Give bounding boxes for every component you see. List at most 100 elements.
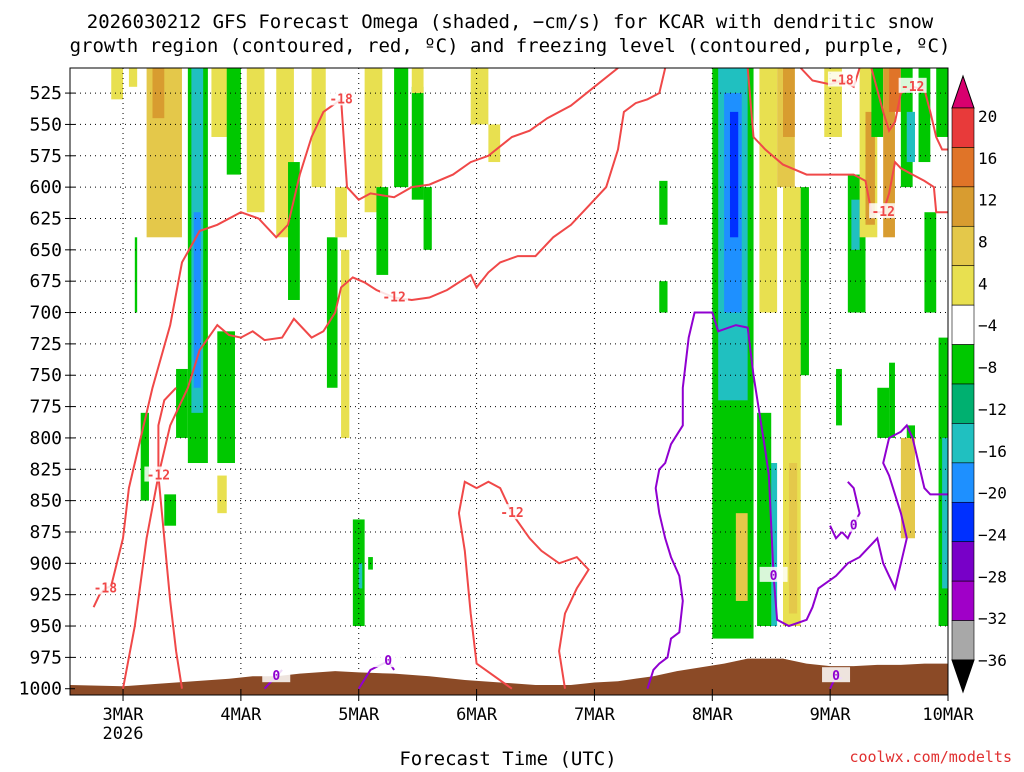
omega-patch [176, 368, 188, 438]
colorbar-bin [951, 304, 975, 345]
omega-patch [358, 563, 363, 589]
omega-patch [659, 281, 668, 313]
omega-patch [217, 475, 227, 514]
colorbar-label: 12 [978, 191, 997, 210]
colorbar-label: −8 [978, 358, 997, 377]
omega-patch [906, 111, 916, 163]
omega-patch [470, 68, 489, 125]
omega-patch [423, 187, 432, 250]
omega-patch [217, 331, 235, 464]
credit-text: coolwx.com/modelts [849, 748, 1012, 766]
x-tick-label: 3MAR [103, 705, 145, 725]
y-tick-label: 525 [29, 83, 62, 104]
colorbar-label: −12 [978, 400, 1007, 419]
omega-patch [783, 68, 795, 137]
colorbar-label: −36 [978, 651, 1007, 670]
dgz-contour-label: -18 [94, 581, 118, 596]
dgz-contour-label-bg [827, 71, 856, 87]
y-tick-label: 1000 [19, 679, 62, 700]
y-tick-label: 550 [29, 114, 62, 135]
freezing-contour-label: 0 [850, 519, 858, 534]
colorbar-label: −4 [978, 316, 997, 335]
chart-title-line1: 2026030212 GFS Forecast Omega (shaded, −… [87, 11, 934, 33]
terrain-area [70, 658, 948, 695]
colorbar-bin [951, 265, 975, 306]
y-tick-label: 950 [29, 616, 62, 637]
y-tick-label: 925 [29, 585, 62, 606]
dgz-contour-label: -12 [147, 469, 170, 484]
dgz-contour [157, 387, 183, 689]
omega-patch [836, 368, 842, 426]
omega-patch [411, 86, 424, 200]
omega-patch [877, 387, 890, 438]
dgz-contour-label: -12 [901, 80, 924, 95]
colorbar-bin [951, 186, 975, 227]
omega-patch [376, 187, 389, 275]
omega-patch [788, 463, 798, 614]
dgz-contour-label-bg [144, 466, 173, 482]
y-tick-label: 800 [29, 428, 62, 449]
freezing-contour-label-bg [839, 516, 868, 532]
y-tick-label: 825 [29, 459, 62, 480]
colorbar-bin [951, 501, 975, 543]
dgz-contour-label: -12 [500, 506, 523, 521]
colorbar-bin [951, 620, 975, 661]
y-tick-label: 600 [29, 177, 62, 198]
y-tick-label: 975 [29, 647, 62, 668]
omega-patch [918, 68, 931, 163]
colorbar-label: −20 [978, 484, 1007, 503]
colorbar-label: −28 [978, 567, 1007, 586]
freezing-contour-label-bg [759, 566, 788, 582]
dgz-contour-label-bg [380, 288, 409, 304]
freezing-contour-label: 0 [272, 669, 280, 684]
omega-patch [246, 68, 265, 213]
y-axis: 525 550 575 600 625 650 675 700 725 750 775 800 825 8… [19, 83, 75, 700]
omega-patch [111, 68, 124, 100]
omega-patch [936, 68, 948, 137]
y-tick-label: 900 [29, 553, 62, 574]
colorbar-label: 16 [978, 149, 997, 168]
dgz-contour-label: -18 [830, 74, 854, 89]
colorbar-bin [951, 462, 975, 503]
dgz-contour-label: -12 [871, 205, 894, 220]
y-tick-label: 725 [29, 334, 62, 355]
omega-patch [134, 237, 138, 313]
omega-patch [128, 68, 138, 87]
dgz-contour-label-bg [869, 203, 898, 219]
omega-patch [152, 68, 165, 119]
omega-patch [883, 68, 895, 238]
omega-patch [735, 513, 748, 601]
omega-patch [889, 362, 895, 438]
dgz-contour-label-bg [327, 90, 356, 106]
omega-patch [140, 412, 149, 501]
dgz-contour-label: -18 [329, 92, 353, 107]
omega-patch [488, 124, 501, 163]
colorbar: 20 16 12 8 4 −4 −8 −12 −16 −20 −24 −28 −32 −36 [951, 74, 1007, 694]
omega-patch [226, 68, 241, 175]
x-tick-label: 8MAR [692, 705, 734, 725]
y-tick-label: 625 [29, 208, 62, 229]
colorbar-bottom-arrow [951, 659, 975, 694]
colorbar-label: 20 [978, 107, 997, 126]
y-tick-label: 700 [29, 303, 62, 324]
x-tick-label: 6MAR [456, 705, 498, 725]
omega-patch [335, 187, 347, 238]
x-tick-label: 9MAR [810, 705, 852, 725]
omega-patch [411, 68, 424, 94]
omega-patch [889, 68, 901, 112]
dgz-contour-label-bg [497, 504, 526, 520]
colorbar-bin [951, 580, 975, 621]
x-tick-label: 4MAR [220, 705, 262, 725]
x-axis-title: Forecast Time (UTC) [399, 748, 616, 768]
colorbar-label: −16 [978, 442, 1007, 461]
omega-patch [164, 494, 177, 526]
omega-patch [865, 111, 875, 225]
freezing-contour-label: 0 [832, 669, 840, 684]
y-tick-label: 850 [29, 491, 62, 512]
chart-title-line2: growth region (contoured, red, ºC) and f… [70, 35, 951, 57]
colorbar-bin [951, 541, 975, 582]
contour-lines: -18 -18 -12 -12 -12 -12 -18 -12 0 0 0 0 0 [91, 68, 948, 690]
omega-patch [942, 437, 948, 589]
omega-patch [146, 68, 182, 238]
